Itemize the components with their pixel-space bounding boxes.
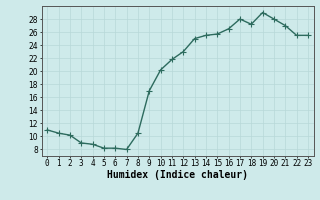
X-axis label: Humidex (Indice chaleur): Humidex (Indice chaleur) bbox=[107, 170, 248, 180]
